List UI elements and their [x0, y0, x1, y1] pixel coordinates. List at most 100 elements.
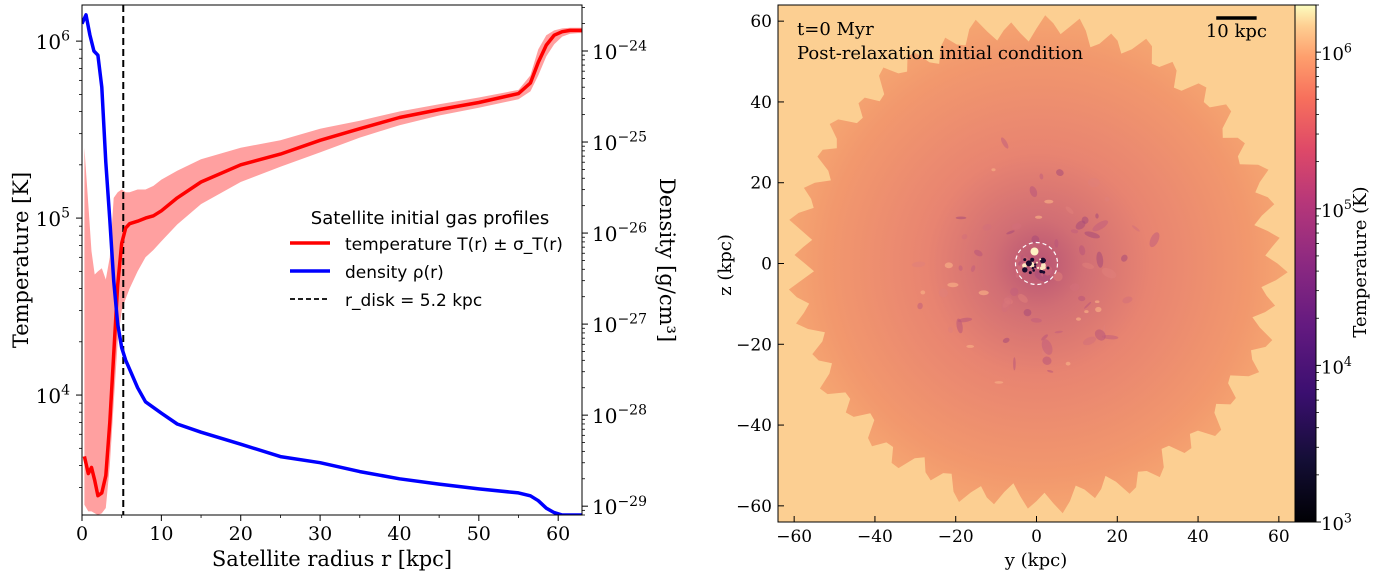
gas-filament: [974, 249, 983, 257]
gas-filament: [1087, 177, 1100, 188]
gas-filament: [1101, 335, 1119, 340]
gas-filament: [1094, 329, 1106, 341]
warm-gas-patch: [1094, 300, 1100, 304]
map-y-tick-label: 40: [750, 93, 772, 113]
gas-filament: [982, 223, 992, 231]
cold-clump: [1036, 261, 1038, 264]
cold-clump: [1030, 257, 1035, 262]
cold-clump: [1022, 263, 1027, 268]
cold-clump: [1032, 269, 1035, 272]
legend-disk-label: r_disk = 5.2 kpc: [345, 291, 482, 311]
colorbar: [1294, 4, 1317, 523]
cold-clump: [1028, 271, 1032, 275]
temperature-line: [82, 28, 582, 498]
left-y-axis-label: Temperature [K]: [9, 172, 33, 348]
gas-filament: [1069, 283, 1080, 291]
legend: Satellite initial gas profiles temperatu…: [290, 208, 563, 311]
cold-clump: [1040, 257, 1046, 264]
map-x-ticks: −60 −40 −20 0 20 40 60: [776, 516, 1290, 547]
legend-temperature-label: temperature T(r) ± σ_T(r): [345, 235, 563, 255]
warm-gas-patch: [994, 381, 1004, 384]
colorbar-ticks: 103 104 105 106: [1316, 4, 1352, 535]
gas-filament: [1000, 137, 1009, 149]
cold-clump: [1023, 258, 1027, 262]
gas-filament: [1020, 254, 1025, 266]
gas-structures: [911, 137, 1160, 384]
gas-filament: [1084, 301, 1092, 309]
gas-filament: [917, 302, 923, 310]
gas-filament: [1096, 251, 1104, 268]
gas-filament: [1031, 235, 1040, 244]
gas-filament: [1131, 225, 1140, 232]
gas-filament: [1121, 254, 1128, 262]
gas-filament: [1104, 196, 1110, 202]
right-y-tick-label: 10−24: [592, 39, 647, 64]
gas-filament: [911, 261, 926, 268]
gas-filament: [938, 288, 948, 298]
map-x-tick-label: 0: [1031, 527, 1042, 547]
map-x-tick-label: 20: [1106, 527, 1128, 547]
colorbar-tick-label: 106: [1321, 41, 1352, 66]
gas-filament: [1084, 231, 1100, 239]
warm-gas-patch: [1076, 317, 1081, 321]
map-y-tick-label: −20: [736, 335, 772, 355]
gas-filament: [1001, 295, 1012, 313]
gas-filament: [1041, 339, 1053, 355]
gas-filament: [1047, 369, 1054, 373]
warm-gas-patch: [1044, 199, 1054, 204]
colorbar-tick-label: 104: [1321, 354, 1352, 379]
right-y-tick-label: 10−28: [592, 403, 647, 428]
gas-filament: [1101, 267, 1117, 279]
left-y-tick-label: 104: [36, 383, 70, 408]
gas-filament: [957, 317, 973, 323]
gas-filament: [1047, 269, 1054, 274]
left-x-tick-label: 50: [467, 523, 491, 545]
gas-filament: [1018, 293, 1028, 303]
gas-filament: [961, 234, 968, 240]
gas-filament: [1078, 295, 1086, 302]
cold-clump: [1043, 259, 1046, 262]
gas-filament: [1010, 287, 1019, 296]
left-y-tick-label: 105: [36, 206, 70, 231]
warm-gas-patch: [1035, 215, 1043, 219]
map-y-ticks: −60 −40 −20 0 20 40 60: [736, 12, 784, 517]
warm-gas-patch: [978, 290, 989, 296]
warm-gas-patch: [944, 262, 953, 269]
temperature-uncertainty-band: [84, 27, 582, 515]
right-y-tick-label: 10−26: [592, 221, 647, 246]
left-x-tick-label: 10: [149, 523, 173, 545]
legend-title: Satellite initial gas profiles: [311, 208, 549, 229]
cold-clump: [1034, 263, 1037, 266]
hot-halo-region: [788, 15, 1288, 514]
gas-filament: [948, 326, 953, 334]
warm-gas-patch: [1084, 310, 1089, 314]
right-y-axis-label: Density [g/cm³]: [655, 178, 679, 342]
gas-filament: [1006, 230, 1015, 235]
gas-filament: [970, 265, 976, 272]
right-y-tick-label: 10−27: [592, 312, 647, 337]
disk-radius-circle: [1014, 241, 1059, 286]
warm-gas-patch: [1095, 306, 1102, 313]
gas-filament: [1082, 262, 1095, 269]
gas-filament: [1011, 223, 1022, 230]
cold-clump: [1042, 270, 1046, 274]
map-x-tick-label: 60: [1268, 527, 1290, 547]
gas-filament: [1039, 173, 1044, 180]
left-x-tick-label: 60: [546, 523, 570, 545]
left-x-tick-label: 30: [308, 523, 332, 545]
cold-clump: [1022, 267, 1028, 273]
gas-filament: [1082, 336, 1097, 346]
gas-filament: [1054, 330, 1063, 334]
gas-filament: [1056, 169, 1064, 177]
density-line: [82, 13, 582, 515]
warm-gas-patch: [1065, 361, 1071, 366]
right-y-ticks: 10−29 10−28 10−27 10−26 10−25 10−24: [582, 7, 647, 519]
map-y-tick-label: −40: [736, 416, 772, 436]
gas-filament: [1013, 357, 1016, 371]
cold-clump: [1031, 266, 1035, 270]
gas-filament: [1078, 245, 1086, 256]
gas-filament: [1075, 220, 1086, 230]
left-x-tick-label: 40: [387, 523, 411, 545]
gas-filament: [1042, 356, 1052, 365]
